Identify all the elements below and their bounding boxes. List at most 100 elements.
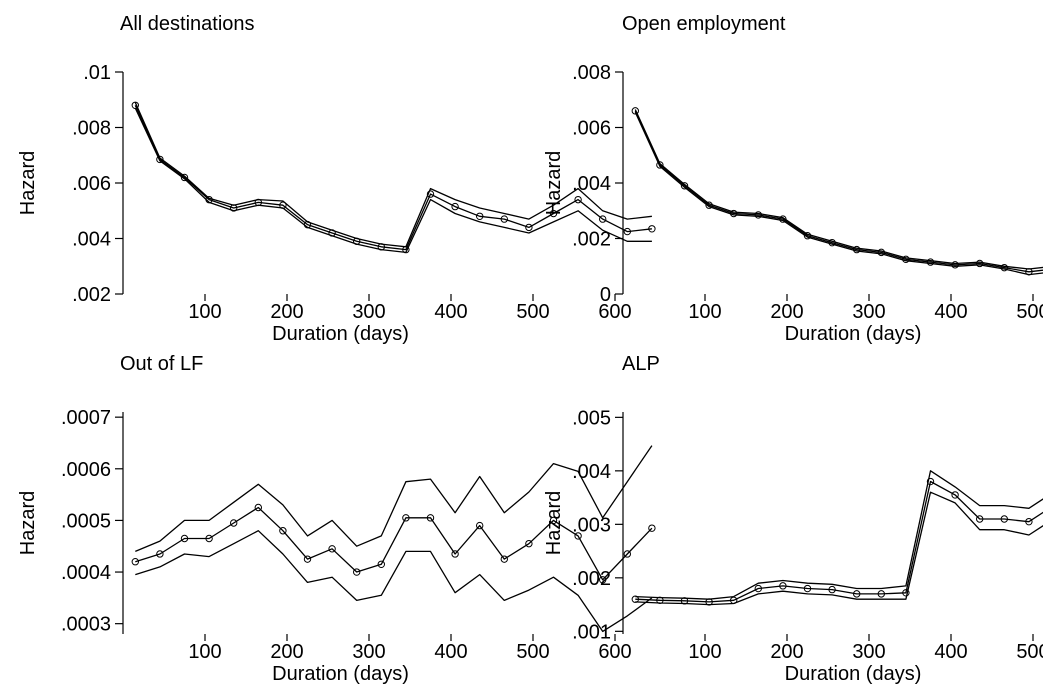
x-tick-label: 500 xyxy=(516,301,549,323)
data-point-marker xyxy=(180,173,189,182)
data-point-marker xyxy=(525,223,533,232)
x-tick-label: 300 xyxy=(352,641,385,663)
data-point-marker xyxy=(156,155,164,164)
x-tick-label: 300 xyxy=(352,301,385,323)
x-tick-label: 200 xyxy=(270,301,303,323)
y-tick-label: .002 xyxy=(72,284,111,306)
data-point-marker xyxy=(426,514,435,522)
y-tick-label: .0006 xyxy=(61,459,111,481)
series-line-lower xyxy=(634,111,1043,276)
y-tick-label: .01 xyxy=(83,62,111,84)
y-axis-label: Hazard xyxy=(543,151,565,215)
series-line-estimate xyxy=(135,506,653,581)
data-point-marker xyxy=(377,560,385,569)
y-tick-label: .008 xyxy=(572,62,611,84)
data-point-marker xyxy=(599,215,607,223)
data-point-marker xyxy=(402,514,410,522)
x-tick-label: 300 xyxy=(852,641,885,663)
series-line-upper xyxy=(635,470,1043,600)
data-point-marker xyxy=(476,212,484,221)
y-tick-label: .0005 xyxy=(61,510,111,532)
chart-panel-3: Out of LF .0003 .0004 .0005 .0006 .0007 Hazard… xyxy=(17,353,656,685)
data-point-marker xyxy=(230,519,238,527)
y-tick-label: .004 xyxy=(72,229,111,251)
data-point-marker xyxy=(476,521,484,530)
data-point-marker xyxy=(574,532,582,540)
y-tick-label: .002 xyxy=(572,229,611,251)
data-point-marker xyxy=(303,555,312,563)
data-point-marker xyxy=(680,182,689,190)
data-point-marker xyxy=(599,576,607,584)
data-point-marker xyxy=(549,209,558,218)
data-point-marker xyxy=(754,211,762,219)
series-line-estimate xyxy=(634,110,1043,273)
data-point-marker xyxy=(156,550,164,558)
chart-panel-1: All destinations .002 .004 .006 .008 .01 Hazar… xyxy=(17,13,656,345)
y-axis-label: Hazard xyxy=(543,491,565,555)
data-point-marker xyxy=(623,550,631,558)
x-tick-label: 400 xyxy=(434,641,467,663)
x-tick-label: 100 xyxy=(688,301,721,323)
x-tick-label: 500 xyxy=(1016,301,1043,323)
y-tick-label: .004 xyxy=(572,173,611,195)
x-tick-label: 600 xyxy=(598,641,631,663)
data-point-marker xyxy=(279,527,287,535)
y-tick-label: .005 xyxy=(572,407,611,429)
data-point-marker xyxy=(803,584,812,593)
data-point-marker xyxy=(131,558,140,566)
x-axis-label: Duration (days) xyxy=(272,663,409,685)
y-tick-label: .0007 xyxy=(61,407,111,429)
series-line-estimate xyxy=(134,105,652,251)
y-tick-label: .006 xyxy=(572,118,611,140)
data-point-marker xyxy=(525,539,533,548)
x-tick-label: 600 xyxy=(598,301,631,323)
x-tick-label: 500 xyxy=(516,641,549,663)
data-point-marker xyxy=(779,582,787,590)
x-tick-label: 100 xyxy=(188,301,221,323)
x-tick-label: 400 xyxy=(934,641,967,663)
x-tick-label: 200 xyxy=(770,301,803,323)
series-line-lower xyxy=(135,530,653,633)
x-tick-label: 200 xyxy=(270,641,303,663)
data-point-marker xyxy=(254,503,262,512)
data-point-marker xyxy=(205,534,213,543)
data-point-marker xyxy=(779,215,787,223)
data-point-marker xyxy=(976,259,984,268)
data-point-marker xyxy=(500,555,508,563)
data-point-marker xyxy=(648,524,656,532)
data-point-marker xyxy=(180,534,189,543)
panel-title: Out of LF xyxy=(120,353,203,375)
data-point-marker xyxy=(631,107,639,115)
data-point-marker xyxy=(853,590,861,598)
series-line-upper xyxy=(134,102,652,248)
data-point-marker xyxy=(1000,515,1008,523)
data-point-marker xyxy=(500,215,508,223)
data-point-marker xyxy=(451,202,459,211)
y-tick-label: .002 xyxy=(572,568,611,590)
chart-panel-4: ALP .001 .002 .003 .004 .005 Hazard 100 200 300 40… xyxy=(543,353,1043,685)
data-point-marker xyxy=(549,516,558,525)
x-tick-label: 400 xyxy=(434,301,467,323)
data-point-marker xyxy=(828,585,836,594)
data-point-marker xyxy=(976,515,984,523)
data-point-marker xyxy=(426,190,435,198)
data-point-marker xyxy=(623,227,631,236)
data-point-marker xyxy=(926,477,935,486)
x-tick-label: 100 xyxy=(688,641,721,663)
y-tick-label: 0 xyxy=(600,284,611,306)
data-point-marker xyxy=(1000,263,1008,272)
data-point-marker xyxy=(656,161,664,169)
y-tick-label: .004 xyxy=(572,461,611,483)
x-axis-label: Duration (days) xyxy=(785,663,922,685)
series-line-upper xyxy=(634,109,1043,270)
chart-panel-2: Open employment 0 .002 .004 .006 .008 Hazard 10… xyxy=(543,13,1043,345)
x-tick-label: 500 xyxy=(1016,641,1043,663)
data-point-marker xyxy=(754,584,762,593)
panel-title: ALP xyxy=(622,353,660,375)
series-line-lower xyxy=(635,491,1043,606)
panel-title: Open employment xyxy=(622,13,786,35)
series-line-lower xyxy=(134,107,652,254)
data-point-marker xyxy=(1025,517,1033,526)
y-tick-label: .001 xyxy=(572,621,611,643)
data-point-marker xyxy=(951,491,959,499)
